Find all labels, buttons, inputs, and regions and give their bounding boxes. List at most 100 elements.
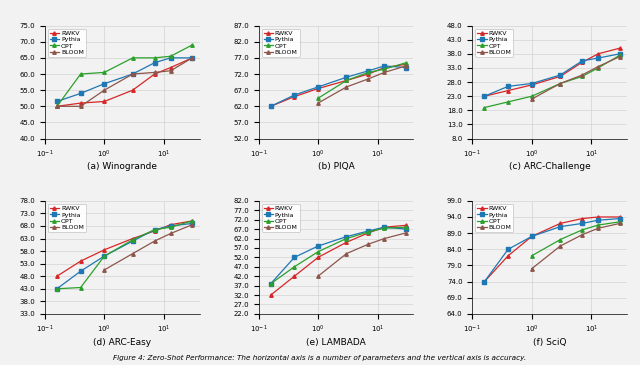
BLOOM (151, 239, 159, 243)
RWKV (616, 46, 623, 50)
RWKV (402, 223, 410, 227)
Legend: RWKV, Pythia, OPT, BLOOM: RWKV, Pythia, OPT, BLOOM (262, 29, 300, 57)
Line: BLOOM: BLOOM (530, 55, 621, 101)
Line: Pythia: Pythia (55, 56, 194, 103)
OPT (167, 225, 175, 229)
Pythia (314, 85, 322, 89)
Pythia (579, 221, 586, 226)
BLOOM (100, 268, 108, 272)
Pythia (616, 216, 623, 221)
RWKV (188, 219, 196, 223)
RWKV (100, 99, 108, 104)
Pythia (342, 75, 350, 80)
X-axis label: (c) ARC-Challenge: (c) ARC-Challenge (509, 162, 591, 172)
OPT (151, 56, 159, 60)
OPT (188, 219, 196, 223)
RWKV (129, 88, 136, 92)
OPT (381, 226, 388, 230)
Pythia (365, 229, 372, 233)
OPT (100, 254, 108, 258)
OPT (402, 225, 410, 229)
OPT (616, 220, 623, 224)
Pythia (579, 59, 586, 63)
OPT (291, 265, 298, 269)
Pythia (267, 281, 275, 286)
OPT (342, 236, 350, 241)
Pythia (267, 104, 275, 108)
Pythia (365, 69, 372, 73)
BLOOM (402, 231, 410, 235)
X-axis label: (f) SciQ: (f) SciQ (533, 338, 566, 347)
BLOOM (129, 72, 136, 76)
BLOOM (100, 88, 108, 92)
BLOOM (188, 223, 196, 227)
BLOOM (381, 236, 388, 241)
X-axis label: (b) PIQA: (b) PIQA (317, 162, 355, 172)
Pythia (528, 234, 536, 239)
RWKV (342, 240, 350, 245)
Pythia (556, 224, 564, 229)
OPT (381, 67, 388, 71)
Text: Figure 4: Zero-Shot Performance: The horizontal axis is a number of parameters a: Figure 4: Zero-Shot Performance: The hor… (113, 355, 527, 361)
BLOOM (53, 104, 61, 108)
BLOOM (342, 85, 350, 89)
RWKV (100, 247, 108, 252)
BLOOM (616, 221, 623, 226)
RWKV (402, 62, 410, 66)
Line: BLOOM: BLOOM (530, 222, 621, 270)
BLOOM (528, 266, 536, 271)
RWKV (616, 215, 623, 219)
RWKV (579, 216, 586, 221)
RWKV (504, 88, 512, 93)
Pythia (504, 247, 512, 251)
OPT (616, 53, 623, 57)
Pythia (77, 91, 84, 96)
RWKV (481, 279, 488, 284)
OPT (188, 43, 196, 47)
OPT (579, 228, 586, 232)
RWKV (314, 87, 322, 91)
Pythia (77, 269, 84, 273)
Line: OPT: OPT (269, 226, 408, 285)
OPT (481, 105, 488, 110)
Pythia (402, 65, 410, 70)
Pythia (381, 64, 388, 68)
Pythia (595, 218, 602, 222)
Pythia (481, 94, 488, 99)
RWKV (381, 225, 388, 229)
RWKV (151, 229, 159, 233)
RWKV (267, 104, 275, 108)
RWKV (77, 101, 84, 105)
RWKV (579, 60, 586, 65)
OPT (579, 74, 586, 78)
RWKV (365, 231, 372, 235)
RWKV (528, 83, 536, 87)
OPT (129, 238, 136, 242)
Pythia (481, 279, 488, 284)
RWKV (53, 104, 61, 108)
Line: RWKV: RWKV (483, 215, 621, 283)
Legend: RWKV, Pythia, OPT, BLOOM: RWKV, Pythia, OPT, BLOOM (48, 29, 86, 57)
BLOOM (151, 70, 159, 74)
Line: RWKV: RWKV (55, 219, 194, 278)
Pythia (129, 72, 136, 76)
BLOOM (365, 242, 372, 246)
BLOOM (556, 244, 564, 248)
RWKV (188, 56, 196, 60)
BLOOM (129, 251, 136, 256)
Pythia (528, 81, 536, 86)
BLOOM (579, 233, 586, 237)
OPT (528, 254, 536, 258)
OPT (129, 56, 136, 60)
Legend: RWKV, Pythia, OPT, BLOOM: RWKV, Pythia, OPT, BLOOM (262, 204, 300, 232)
BLOOM (342, 251, 350, 256)
BLOOM (77, 104, 84, 108)
Line: Pythia: Pythia (269, 64, 408, 108)
BLOOM (365, 77, 372, 81)
Pythia (129, 239, 136, 243)
Line: Pythia: Pythia (483, 52, 621, 98)
RWKV (504, 254, 512, 258)
Pythia (188, 221, 196, 226)
RWKV (314, 255, 322, 260)
BLOOM (595, 64, 602, 69)
